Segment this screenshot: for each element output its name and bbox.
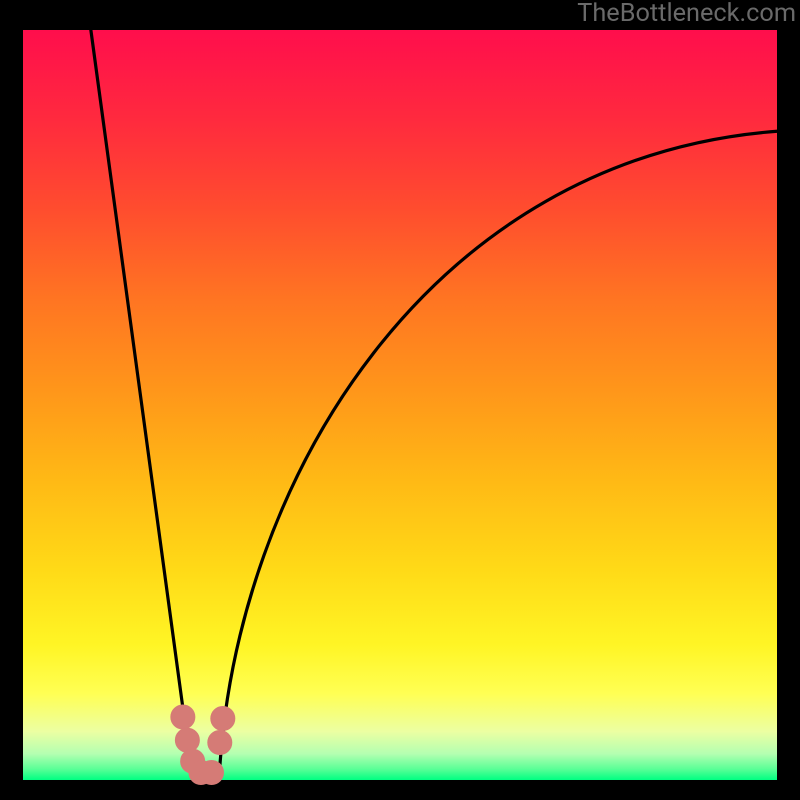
- marker-dot: [208, 731, 232, 755]
- marker-dot: [211, 707, 235, 731]
- bottleneck-chart: [0, 0, 800, 800]
- marker-dot: [175, 728, 199, 752]
- watermark-text: TheBottleneck.com: [577, 0, 800, 28]
- plot-gradient-background: [23, 30, 777, 780]
- marker-dot: [200, 761, 224, 785]
- marker-dot: [171, 705, 195, 729]
